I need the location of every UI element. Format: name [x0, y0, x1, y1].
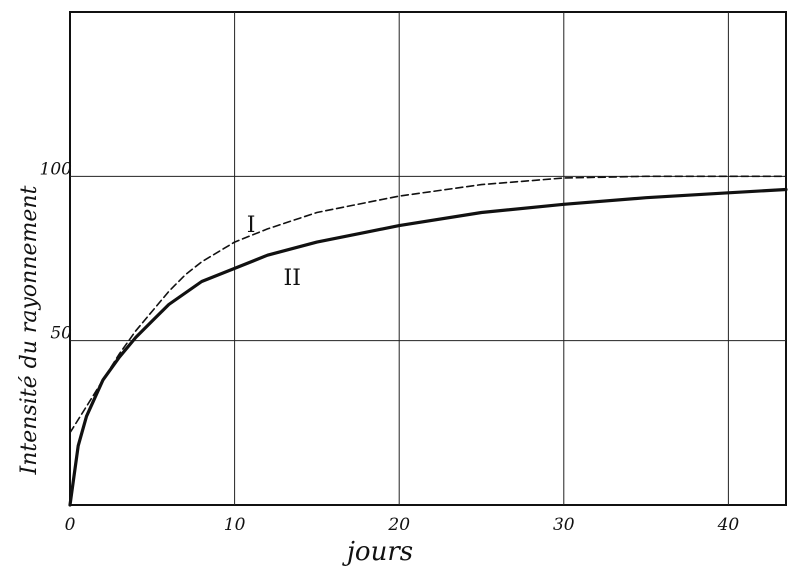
curve-labels: III: [247, 213, 301, 291]
plot-frame: [69, 11, 787, 506]
tick-labels: 0 10 20 30 40 50 100: [40, 159, 740, 535]
series-group: [68, 175, 788, 507]
x-tick-label: 40: [717, 515, 740, 535]
y-tick-label: 50: [50, 324, 72, 344]
series-line-ii: [68, 187, 788, 507]
x-tick-label: 20: [387, 515, 410, 535]
y-axis-label: Intensité du rayonnement: [17, 185, 42, 475]
series-line-i: [69, 175, 787, 434]
series-label-i: I: [247, 213, 256, 238]
y-tick-label: 100: [40, 159, 73, 179]
x-axis-label: jours: [342, 537, 413, 567]
x-tick-label: 10: [224, 515, 246, 535]
grid: [69, 11, 787, 506]
x-tick-label: 0: [65, 515, 76, 535]
x-tick-label: 30: [553, 515, 575, 535]
series-label-ii: II: [284, 266, 301, 291]
